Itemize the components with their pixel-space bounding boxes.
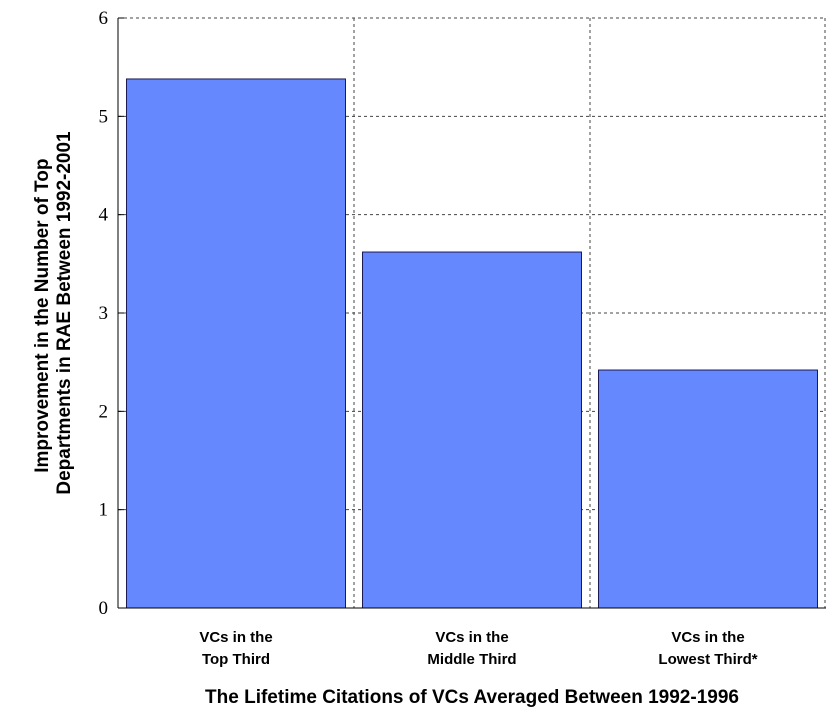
x-category-labels: VCs in the Top Third VCs in the Middle Thir… <box>199 629 757 668</box>
x-category-label-line: Middle Third <box>427 651 516 668</box>
y-tick-label: 4 <box>99 205 109 226</box>
x-axis-title: The Lifetime Citations of VCs Averaged B… <box>205 687 739 708</box>
bar <box>598 369 818 609</box>
bars <box>126 78 818 609</box>
x-category-label-line: VCs in the <box>671 629 744 646</box>
x-category-label-line: Top Third <box>202 651 270 668</box>
x-category-label: VCs in the Middle Third <box>427 629 516 668</box>
y-axis-title-line-2: Departments in RAE Between 1992-2001 <box>54 131 75 495</box>
y-axis-title: Improvement in the Number of Top Departm… <box>32 131 75 495</box>
bar <box>126 78 346 609</box>
y-tick-label: 5 <box>99 106 109 127</box>
x-category-label-line: Lowest Third* <box>658 651 757 668</box>
x-category-label: VCs in the Lowest Third* <box>658 629 757 668</box>
y-tick-label: 1 <box>99 500 109 521</box>
y-tick-label: 3 <box>99 303 109 324</box>
x-category-label-line: VCs in the <box>435 629 508 646</box>
y-tick-label: 2 <box>99 401 109 422</box>
y-axis-title-line-1: Improvement in the Number of Top <box>32 159 53 473</box>
bar <box>362 251 582 609</box>
x-category-label-line: VCs in the <box>199 629 272 646</box>
y-tick-label: 0 <box>99 598 109 619</box>
y-tick-label: 6 <box>99 8 109 29</box>
y-ticks: 0 1 2 3 4 5 6 <box>99 8 124 619</box>
x-category-label: VCs in the Top Third <box>199 629 272 668</box>
